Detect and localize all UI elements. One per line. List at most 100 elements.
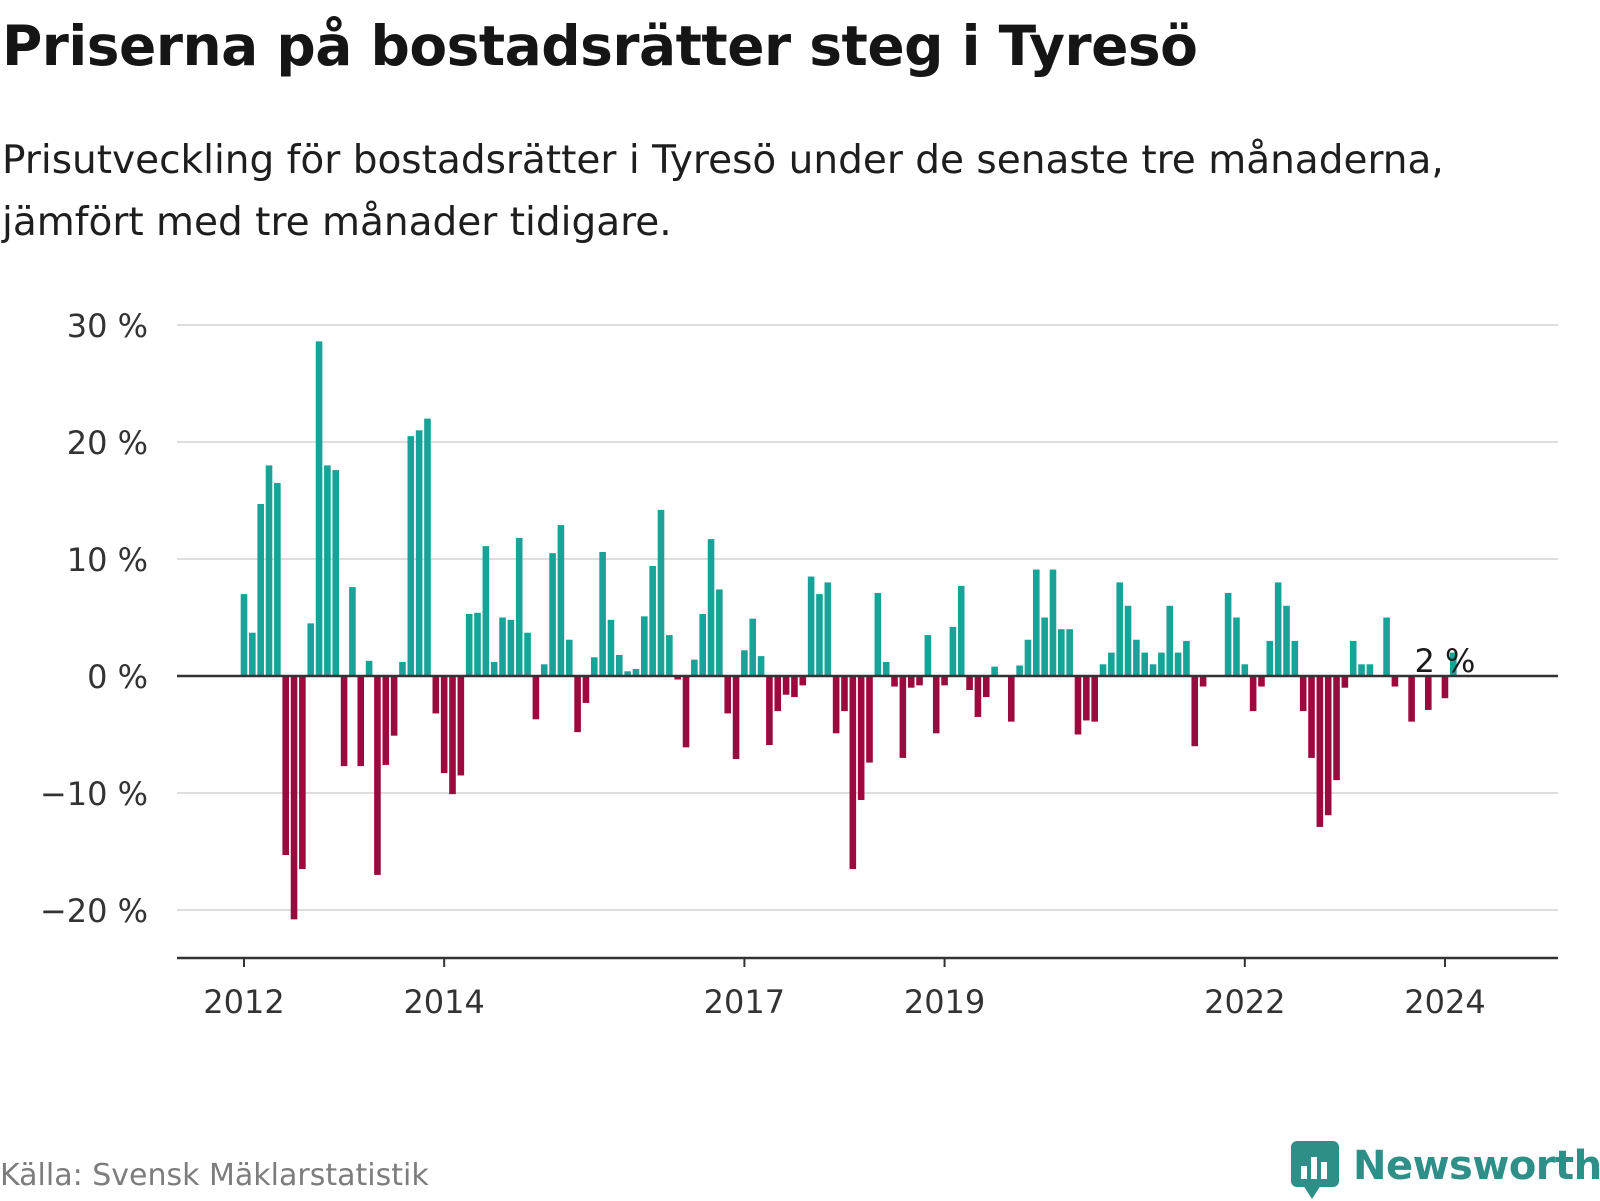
- bar: [307, 623, 315, 676]
- bar: [440, 676, 448, 774]
- bar: [515, 537, 523, 676]
- bar: [899, 676, 907, 758]
- bar: [340, 676, 348, 767]
- bar: [691, 659, 698, 676]
- bar: [724, 676, 732, 714]
- bar: [766, 676, 773, 746]
- bar: [624, 671, 631, 676]
- bar: [807, 576, 815, 676]
- bar: [1383, 617, 1390, 676]
- bar: [1349, 640, 1357, 676]
- bar: [299, 676, 306, 870]
- bar: [699, 613, 706, 676]
- bar: [1358, 664, 1365, 676]
- bar: [1274, 582, 1282, 676]
- bar: [941, 676, 948, 686]
- bar: [1116, 582, 1123, 676]
- y-tick-label: 10 %: [67, 541, 148, 579]
- bar: [1258, 676, 1265, 687]
- bar: [966, 676, 973, 691]
- bar: [991, 666, 998, 676]
- y-tick-label: −20 %: [40, 892, 148, 930]
- bar: [482, 546, 490, 676]
- bar: [549, 553, 556, 676]
- bar: [1233, 617, 1240, 676]
- bar: [1266, 640, 1274, 676]
- bar: [1066, 629, 1073, 676]
- bar: [1299, 676, 1307, 712]
- bar: [1083, 676, 1090, 721]
- bar: [415, 430, 423, 676]
- bar: [1124, 605, 1132, 676]
- bar: [1441, 676, 1449, 699]
- bar: [974, 676, 982, 717]
- bar: [1291, 640, 1299, 676]
- bar: [474, 612, 481, 676]
- bar: [1091, 676, 1098, 722]
- bar: [582, 676, 590, 703]
- bar-chart: 2012 2014 2017 2019 2022 2024 30 % 20 % 10 % 0 %…: [40, 307, 1558, 1021]
- bar: [399, 661, 406, 676]
- bar: [1249, 676, 1257, 712]
- bar: [465, 613, 473, 676]
- bar: [874, 592, 882, 676]
- bar: [1324, 676, 1332, 816]
- bar: [282, 676, 289, 856]
- last-value-label: 2 %: [1414, 642, 1475, 680]
- bar: [1391, 676, 1399, 687]
- bar: [791, 676, 798, 698]
- brand-logo: Newsworthy: [1291, 1141, 1600, 1201]
- bar: [1450, 652, 1457, 676]
- bar: [1308, 676, 1315, 758]
- bar: [1041, 617, 1048, 676]
- bar: [1333, 676, 1340, 781]
- bar: [757, 656, 765, 676]
- bar: [457, 676, 465, 776]
- bar: [891, 676, 898, 687]
- bar: [257, 504, 264, 676]
- bar: [424, 418, 431, 676]
- bar: [1007, 676, 1015, 722]
- bar: [315, 341, 323, 676]
- bar: [849, 676, 857, 870]
- y-tick-label: 0 %: [87, 658, 148, 696]
- bar: [432, 676, 440, 714]
- bar: [682, 676, 690, 748]
- bar: [1199, 676, 1207, 687]
- bar: [916, 676, 923, 686]
- bar: [324, 465, 331, 676]
- bar: [1341, 676, 1349, 688]
- bar: [449, 676, 456, 795]
- bar: [1133, 639, 1140, 676]
- bar: [1074, 676, 1082, 735]
- bar: [1033, 569, 1040, 676]
- bar: [982, 676, 990, 698]
- bar: [574, 676, 581, 733]
- bar: [1191, 676, 1199, 747]
- bar: [1141, 652, 1149, 676]
- x-tick-label: 2017: [704, 983, 785, 1021]
- newsworthy-logo-icon: [1291, 1141, 1339, 1199]
- y-tick-label: −10 %: [40, 775, 148, 813]
- bar: [490, 661, 498, 676]
- y-axis-labels: 30 % 20 % 10 % 0 % −10 % −20 %: [40, 307, 148, 930]
- bar: [1424, 676, 1432, 710]
- bar: [349, 587, 356, 676]
- bar: [732, 676, 740, 760]
- bar: [799, 676, 807, 686]
- bar: [565, 639, 573, 676]
- bar: [674, 676, 681, 680]
- bar: [599, 551, 606, 676]
- bar: [866, 676, 873, 763]
- bar: [832, 676, 840, 734]
- bar: [816, 594, 823, 676]
- brand-name: Newsworthy: [1353, 1143, 1600, 1189]
- x-tick-label: 2024: [1404, 983, 1485, 1021]
- y-tick-label: 30 %: [67, 307, 148, 345]
- bar: [666, 635, 673, 676]
- bar: [716, 589, 723, 676]
- x-axis-ticks: 2012 2014 2017 2019 2022 2024: [203, 958, 1486, 1021]
- bar: [741, 650, 748, 676]
- bars: [240, 341, 1457, 920]
- bar: [774, 676, 782, 712]
